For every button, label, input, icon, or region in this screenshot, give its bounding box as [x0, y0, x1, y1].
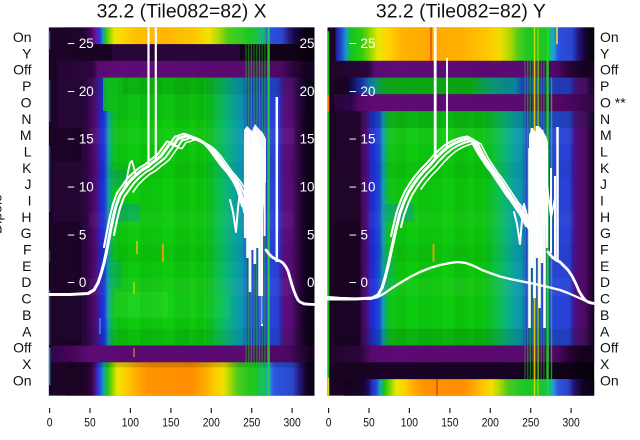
svg-text:5: 5 [307, 227, 314, 242]
svg-text:L: L [600, 144, 608, 160]
svg-text:250: 250 [522, 416, 539, 430]
svg-text:− 20: − 20 [67, 84, 93, 99]
svg-text:E: E [22, 258, 31, 274]
svg-text:L: L [24, 144, 32, 160]
svg-text:32.2 (Tile082=82) X: 32.2 (Tile082=82) X [97, 2, 267, 23]
svg-text:B: B [600, 307, 609, 323]
svg-text:J: J [600, 176, 607, 192]
svg-text:Off: Off [600, 62, 619, 78]
svg-text:Off: Off [13, 340, 32, 356]
svg-text:N: N [600, 111, 610, 127]
svg-text:Off: Off [13, 62, 32, 78]
svg-text:50: 50 [84, 416, 96, 430]
svg-text:− 20: − 20 [349, 84, 375, 99]
svg-text:P: P [22, 78, 31, 94]
svg-text:− 10: − 10 [67, 180, 93, 195]
svg-text:F: F [600, 242, 609, 258]
svg-text:A: A [22, 323, 32, 339]
svg-text:50: 50 [363, 416, 375, 430]
svg-text:Dipole: Dipole [0, 194, 5, 234]
svg-text:− 5: − 5 [349, 227, 368, 242]
svg-text:200: 200 [203, 416, 220, 430]
svg-text:M: M [600, 127, 612, 143]
svg-text:Off: Off [600, 340, 619, 356]
svg-text:0: 0 [307, 275, 314, 290]
svg-text:M: M [20, 127, 32, 143]
svg-text:On: On [13, 29, 32, 45]
svg-text:Y: Y [22, 45, 32, 61]
svg-text:− 10: − 10 [349, 180, 375, 195]
svg-text:− 25: − 25 [67, 36, 93, 51]
svg-text:D: D [600, 274, 610, 290]
svg-text:K: K [22, 160, 32, 176]
svg-text:D: D [21, 274, 31, 290]
svg-text:On: On [600, 29, 619, 45]
svg-text:G: G [600, 225, 611, 241]
svg-text:E: E [600, 258, 609, 274]
svg-text:X: X [22, 356, 32, 372]
svg-text:P: P [600, 78, 609, 94]
svg-text:200: 200 [482, 416, 499, 430]
svg-text:H: H [600, 209, 610, 225]
svg-text:20: 20 [300, 84, 315, 99]
svg-text:150: 150 [441, 416, 458, 430]
svg-text:F: F [23, 242, 32, 258]
svg-text:X: X [600, 356, 610, 372]
svg-text:− 15: − 15 [349, 132, 375, 147]
svg-text:15: 15 [300, 132, 315, 147]
svg-text:0: 0 [47, 416, 53, 430]
svg-text:B: B [22, 307, 31, 323]
svg-text:N: N [21, 111, 31, 127]
svg-text:− 0: − 0 [67, 275, 86, 290]
svg-text:K: K [600, 160, 610, 176]
svg-text:Y: Y [600, 45, 610, 61]
svg-text:− 0: − 0 [349, 275, 368, 290]
svg-text:G: G [21, 225, 32, 241]
svg-text:O **: O ** [600, 94, 626, 110]
svg-text:100: 100 [122, 416, 139, 430]
svg-text:C: C [600, 291, 610, 307]
svg-text:150: 150 [162, 416, 179, 430]
svg-text:25: 25 [300, 36, 315, 51]
svg-text:A: A [600, 323, 610, 339]
svg-text:100: 100 [401, 416, 418, 430]
svg-text:O: O [21, 94, 32, 110]
svg-text:− 25: − 25 [349, 36, 375, 51]
svg-text:300: 300 [284, 416, 301, 430]
svg-text:0: 0 [326, 416, 332, 430]
svg-text:250: 250 [243, 416, 260, 430]
svg-text:C: C [21, 291, 31, 307]
svg-text:J: J [25, 176, 32, 192]
svg-text:On: On [600, 372, 619, 388]
svg-text:H: H [21, 209, 31, 225]
svg-text:I: I [28, 193, 32, 209]
svg-text:I: I [600, 193, 604, 209]
svg-text:300: 300 [563, 416, 580, 430]
svg-text:On: On [13, 372, 32, 388]
svg-text:− 5: − 5 [67, 227, 86, 242]
svg-text:32.2 (Tile082=82) Y: 32.2 (Tile082=82) Y [376, 2, 546, 23]
svg-text:10: 10 [300, 180, 315, 195]
svg-text:− 15: − 15 [67, 132, 93, 147]
